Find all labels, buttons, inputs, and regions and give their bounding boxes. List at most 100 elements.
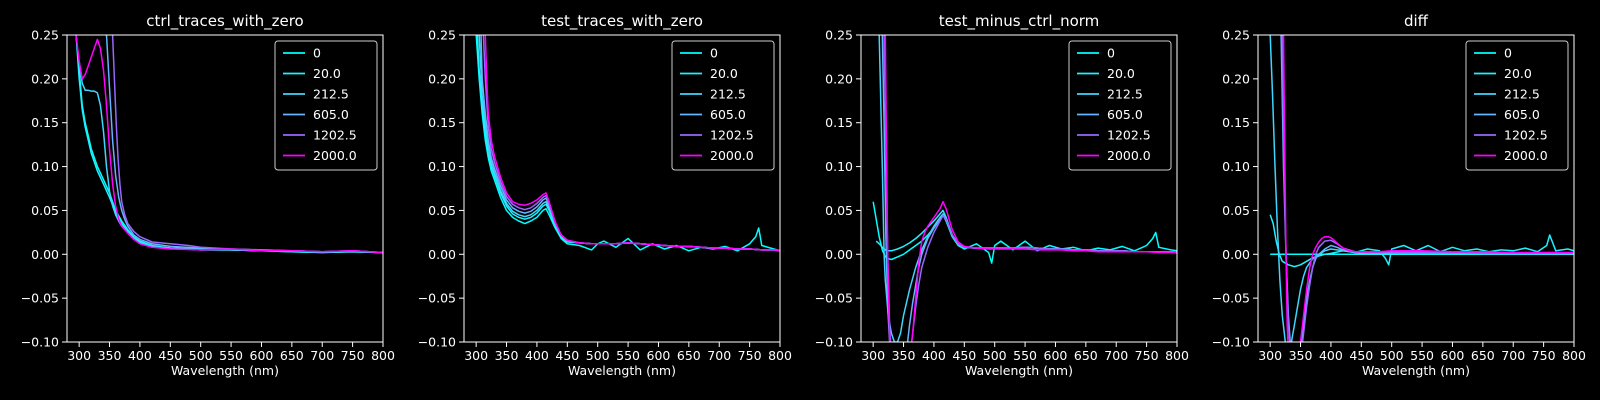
x-tick-label: 650 [677,348,701,363]
y-tick-label: 0.25 [825,28,853,43]
chart-title: test_traces_with_zero [541,12,703,31]
x-tick-label: 700 [310,348,334,363]
y-tick-label: −0.10 [815,335,853,350]
x-tick-label: 800 [371,348,395,363]
legend-label: 1202.5 [1504,128,1548,143]
legend-label: 2000.0 [710,148,754,163]
y-tick-label: 0.20 [825,71,853,86]
y-tick-label: 0.25 [428,28,456,43]
legend-label: 0 [1504,46,1512,61]
y-tick-label: −0.10 [418,335,456,350]
legend-label: 605.0 [313,107,349,122]
y-tick-label: 0.20 [31,71,59,86]
series-group [1269,35,1574,342]
x-tick-label: 400 [525,348,549,363]
y-tick-label: 0.00 [31,247,59,262]
y-tick-label: 0.05 [825,203,853,218]
y-tick-label: 0.10 [1222,159,1250,174]
legend-label: 1202.5 [1107,128,1151,143]
legend-label: 20.0 [1107,66,1135,81]
x-tick-label: 600 [250,348,274,363]
legend-label: 212.5 [1504,87,1540,102]
x-tick-label: 550 [1410,348,1434,363]
legend-label: 20.0 [1504,66,1532,81]
x-tick-label: 350 [1289,348,1313,363]
y-tick-label: −0.05 [1212,291,1250,306]
y-tick-label: −0.10 [1212,335,1250,350]
x-tick-label: 450 [158,348,182,363]
x-tick-label: 650 [280,348,304,363]
legend: 0 20.0 212.5 605.0 1202.5 2000.0 [1465,40,1569,171]
x-tick-label: 800 [1165,348,1189,363]
series-line-6 [884,35,1177,342]
y-tick-label: 0.15 [428,115,456,130]
x-tick-label: 400 [1319,348,1343,363]
x-tick-label: 350 [495,348,519,363]
y-tick-label: 0.05 [1222,203,1250,218]
legend-label: 605.0 [1107,107,1143,122]
series-group [872,35,1177,342]
y-tick-label: 0.20 [428,71,456,86]
legend-label: 2000.0 [1107,148,1151,163]
x-tick-label: 750 [738,348,762,363]
legend-label: 20.0 [710,66,738,81]
legend-label: 605.0 [1504,107,1540,122]
series-line-1 [872,201,1177,264]
legend-label: 0 [710,46,718,61]
y-tick-label: 0.25 [1222,28,1250,43]
series-group [75,35,383,254]
x-tick-label: 350 [892,348,916,363]
y-tick-label: 0.05 [428,203,456,218]
y-tick-label: 0.10 [825,159,853,174]
chart-title: ctrl_traces_with_zero [146,12,303,31]
legend-label: 20.0 [313,66,341,81]
x-tick-label: 800 [768,348,792,363]
series-line-5 [883,35,1177,342]
y-tick-label: 0.15 [1222,115,1250,130]
x-axis-label: Wavelength (nm) [568,363,676,378]
y-tick-label: 0.00 [1222,247,1250,262]
legend: 0 20.0 212.5 605.0 1202.5 2000.0 [671,40,775,171]
x-tick-label: 300 [67,348,91,363]
legend-label: 212.5 [313,87,349,102]
legend-label: 2000.0 [1504,148,1548,163]
y-tick-label: 0.00 [428,247,456,262]
x-tick-label: 500 [1380,348,1404,363]
x-tick-label: 700 [1104,348,1128,363]
x-tick-label: 750 [1532,348,1556,363]
x-tick-label: 450 [952,348,976,363]
legend-label: 0 [313,46,321,61]
x-tick-label: 650 [1074,348,1098,363]
y-tick-label: −0.05 [815,291,853,306]
x-tick-label: 600 [1441,348,1465,363]
x-tick-label: 500 [983,348,1007,363]
x-tick-label: 650 [1471,348,1495,363]
x-tick-label: 700 [1501,348,1525,363]
y-tick-label: −0.05 [418,291,456,306]
x-tick-label: 750 [341,348,365,363]
y-tick-label: 0.15 [31,115,59,130]
y-tick-label: 0.00 [825,247,853,262]
series-group [475,35,780,252]
legend: 0 20.0 212.5 605.0 1202.5 2000.0 [274,40,378,171]
x-tick-label: 800 [1562,348,1586,363]
legend-label: 2000.0 [313,148,357,163]
x-tick-label: 300 [861,348,885,363]
x-tick-label: 350 [98,348,122,363]
chart-title: diff [1404,12,1429,30]
chart-title: test_minus_ctrl_norm [939,12,1100,31]
series-line-6 [484,35,780,252]
chart-panel-3: test_minus_ctrl_norm 300 350 400 450 500 550 60… [815,12,1189,378]
x-tick-label: 450 [1349,348,1373,363]
x-tick-label: 600 [1044,348,1068,363]
legend-label: 212.5 [710,87,746,102]
x-tick-label: 300 [464,348,488,363]
series-line-6 [75,35,383,254]
x-tick-label: 300 [1258,348,1282,363]
x-tick-label: 400 [128,348,152,363]
x-tick-label: 400 [922,348,946,363]
x-tick-label: 550 [1013,348,1037,363]
x-tick-label: 500 [189,348,213,363]
chart-panel-4: diff 300 350 400 450 500 550 600 650 700 750 800 −0.… [1212,12,1586,378]
x-tick-label: 700 [707,348,731,363]
